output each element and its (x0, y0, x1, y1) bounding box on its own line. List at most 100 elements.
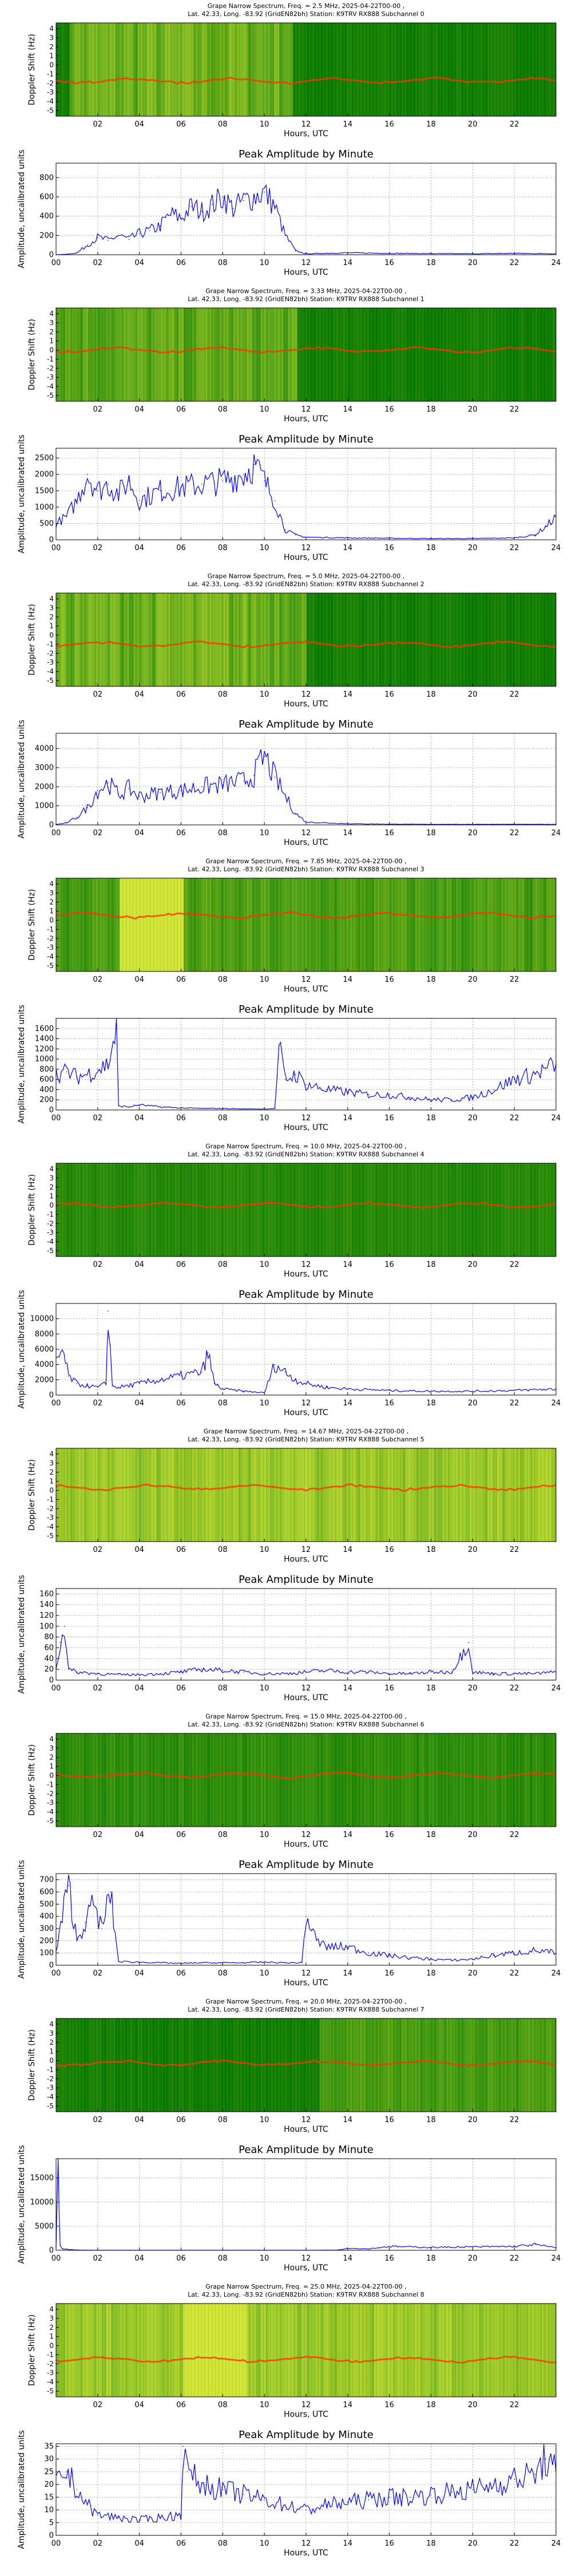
spectrum-xtick-label: 04 (134, 1546, 144, 1554)
spectrum-xtick-label: 04 (134, 2116, 144, 2124)
amplitude-point (201, 786, 202, 788)
amplitude-point (410, 1957, 411, 1958)
amplitude-point (85, 1922, 86, 1923)
amplitude-xtick-label: 20 (468, 1114, 478, 1123)
amplitude-ytick-label: 20 (44, 2480, 54, 2489)
spectrum-xtick-label: 14 (343, 2401, 353, 2409)
amplitude-point (472, 1672, 474, 1673)
amplitude-frame (55, 1018, 557, 1111)
amplitude-xlabel: Hours, UTC (284, 268, 328, 277)
amplitude-point (93, 1903, 94, 1905)
amplitude-xtick-label: 24 (551, 1114, 561, 1123)
amplitude-point (368, 2248, 370, 2250)
doppler-trace (55, 1771, 557, 1780)
amplitude-point (274, 500, 276, 501)
amplitude-point (160, 792, 161, 793)
amplitude-xtick-label: 22 (510, 1684, 519, 1693)
amplitude-xtick-label: 16 (384, 2539, 394, 2548)
amplitude-point (201, 484, 202, 485)
amplitude-point (305, 821, 307, 823)
amplitude-point (76, 2489, 78, 2490)
amplitude-ytick-label: 1600 (35, 1025, 54, 1033)
spectrum-xtick-label: 02 (93, 1546, 103, 1554)
amplitude-point (388, 1390, 390, 1391)
amplitude-series-line (55, 2444, 557, 2523)
spectrum-ytick-label: -2 (47, 1219, 54, 1227)
amplitude-ytick-label: 200 (39, 1937, 54, 1945)
spectrum-ytick-label: -3 (47, 1228, 54, 1236)
amplitude-ytick-label: 1400 (35, 1035, 54, 1044)
amplitude-xtick-label: 22 (510, 2254, 519, 2263)
amplitude-xtick-label: 04 (134, 2539, 144, 2548)
amplitude-point (243, 200, 244, 202)
spectrum-title: Grape Narrow Spectrum, Freq. = 3.33 MHz,… (205, 287, 407, 295)
amplitude-title: Peak Amplitude by Minute (239, 2144, 374, 2156)
spectrum-xtick-label: 16 (384, 1831, 394, 1839)
amplitude-ytick-label: 1200 (35, 1045, 54, 1053)
spectrum-ytick-label: -3 (47, 943, 54, 951)
spectrum-xtick-label: 22 (510, 1546, 519, 1554)
spectrogram-texture (56, 308, 556, 401)
spectrum-xtick-label: 08 (218, 1831, 228, 1839)
spectrum-ytick-label: 1 (49, 1477, 54, 1485)
amplitude-xtick-label: 08 (218, 829, 228, 837)
amplitude-point (76, 1672, 78, 1673)
amplitude-xtick-label: 08 (218, 2254, 228, 2263)
amplitude-point (59, 2245, 61, 2246)
spectrum-xtick-label: 12 (301, 975, 311, 984)
amplitude-point (76, 1076, 78, 1077)
spectrogram-texture (56, 1163, 556, 1257)
amplitude-xtick-label: 24 (551, 1969, 561, 1978)
amplitude-ytick-label: 4000 (35, 745, 54, 753)
amplitude-point (472, 538, 474, 539)
amplitude-frame (55, 2158, 557, 2251)
panel-2: Grape Narrow Spectrum, Freq. = 5.0 MHz, … (17, 572, 561, 847)
spectrum-ytick-label: 4 (49, 595, 54, 603)
amplitude-point (86, 1385, 88, 1386)
amplitude-xtick-label: 10 (260, 1399, 269, 1408)
spectrum-ytick-label: 1 (49, 1763, 54, 1771)
amplitude-xtick-label: 20 (468, 2254, 478, 2263)
amplitude-point (222, 1108, 224, 1109)
amplitude-xtick-label: 14 (343, 1399, 353, 1408)
spectrum-xtick-label: 06 (176, 1831, 186, 1839)
spectrum-ytick-label: 1 (49, 337, 54, 345)
spectrum-ytick-label: -1 (47, 1495, 54, 1503)
amplitude-point (62, 2248, 63, 2250)
amplitude-xtick-label: 16 (384, 259, 394, 267)
amplitude-xtick-label: 04 (134, 1684, 144, 1693)
spectrum-ytick-label: 0 (49, 61, 54, 69)
amplitude-ytick-label: 100 (39, 1949, 54, 1958)
amplitude-point (59, 1642, 61, 1643)
amplitude-xtick-label: 02 (93, 259, 103, 267)
spectrum-xtick-label: 14 (343, 120, 353, 129)
amplitude-ytick-label: 0 (49, 2531, 54, 2540)
spectrum-title: Grape Narrow Spectrum, Freq. = 15.0 MHz,… (205, 1713, 407, 1720)
spectrum-xtick-label: 14 (343, 1546, 353, 1554)
amplitude-xtick-label: 10 (260, 1114, 269, 1123)
amplitude-ytick-label: 10000 (30, 1315, 54, 1323)
spectrum-xtick-label: 10 (260, 1831, 269, 1839)
spectrum-xtick-label: 08 (218, 2116, 228, 2124)
amplitude-point (138, 1383, 140, 1384)
amplitude-ytick-label: 10 (44, 2506, 54, 2515)
amplitude-xtick-label: 16 (384, 1114, 394, 1123)
amplitude-xtick-label: 20 (468, 544, 478, 552)
amplitude-point (128, 788, 130, 789)
spectrum-xtick-label: 16 (384, 975, 394, 984)
spectrum-xtick-label: 10 (260, 1261, 269, 1269)
amplitude-point (430, 1672, 432, 1673)
amplitude-point (109, 1891, 111, 1893)
amplitude-point (86, 1074, 88, 1075)
amplitude-point (305, 1672, 307, 1673)
amplitude-point (514, 1078, 515, 1080)
amplitude-xtick-label: 04 (134, 259, 144, 267)
spectrum-ytick-label: -3 (47, 1514, 54, 1522)
spectrum-title: Grape Narrow Spectrum, Freq. = 7.85 MHz,… (205, 858, 407, 865)
amplitude-xtick-label: 18 (426, 1399, 436, 1408)
panel-7: Grape Narrow Spectrum, Freq. = 20.0 MHz,… (17, 1998, 561, 2273)
amplitude-point (472, 2489, 474, 2490)
amplitude-ytick-label: 0 (49, 1961, 54, 1970)
amplitude-point (182, 2445, 184, 2447)
